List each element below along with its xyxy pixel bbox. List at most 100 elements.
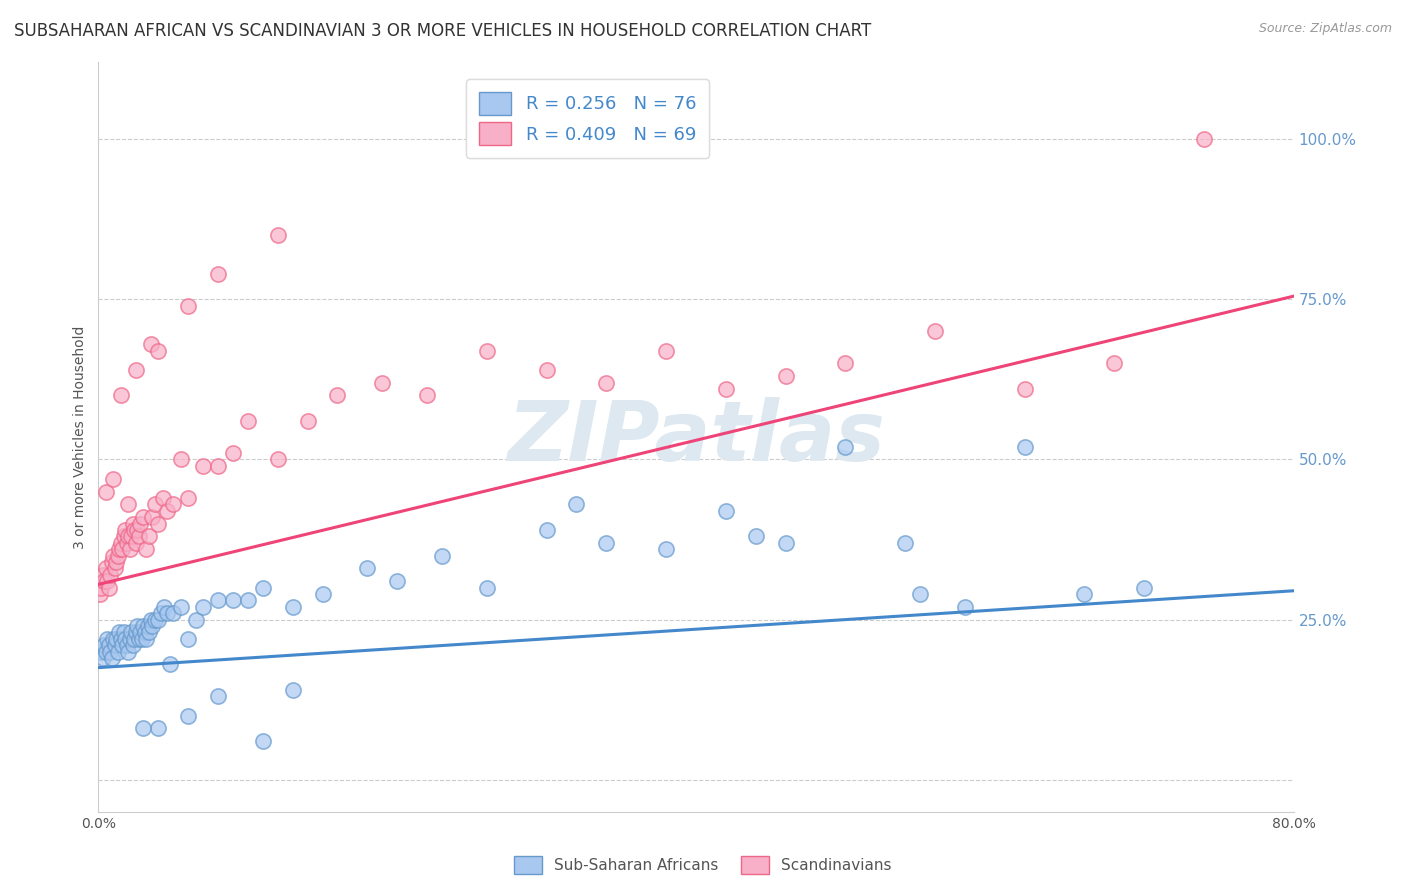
- Point: [110, 535, 132, 549]
- Point: [118, 542, 141, 557]
- Point: [112, 529, 135, 543]
- Point: [159, 657, 181, 672]
- Point: [94, 484, 117, 499]
- Point: [138, 529, 160, 543]
- Point: [475, 343, 498, 358]
- Point: [1133, 581, 1156, 595]
- Point: [132, 722, 155, 736]
- Point: [267, 228, 290, 243]
- Point: [98, 567, 122, 582]
- Point: [105, 632, 128, 646]
- Point: [117, 497, 139, 511]
- Point: [131, 632, 153, 646]
- Point: [834, 440, 856, 454]
- Point: [162, 497, 184, 511]
- Point: [156, 504, 179, 518]
- Point: [98, 645, 122, 659]
- Point: [96, 574, 118, 589]
- Point: [90, 645, 112, 659]
- Point: [207, 267, 229, 281]
- Point: [169, 452, 191, 467]
- Point: [103, 632, 125, 646]
- Point: [135, 542, 157, 557]
- Point: [138, 625, 160, 640]
- Text: SUBSAHARAN AFRICAN VS SCANDINAVIAN 3 OR MORE VEHICLES IN HOUSEHOLD CORRELATION C: SUBSAHARAN AFRICAN VS SCANDINAVIAN 3 OR …: [14, 22, 872, 40]
- Y-axis label: 3 or more Vehicles in Household: 3 or more Vehicles in Household: [73, 326, 87, 549]
- Point: [97, 638, 120, 652]
- Point: [115, 535, 138, 549]
- Point: [371, 376, 394, 390]
- Point: [169, 599, 191, 614]
- Point: [953, 599, 976, 614]
- Point: [111, 542, 134, 557]
- Point: [326, 388, 349, 402]
- Point: [124, 523, 146, 537]
- Point: [93, 574, 115, 589]
- Point: [114, 632, 136, 646]
- Point: [775, 369, 797, 384]
- Point: [1073, 587, 1095, 601]
- Point: [150, 606, 173, 620]
- Point: [117, 529, 139, 543]
- Point: [129, 516, 152, 531]
- Point: [105, 555, 128, 569]
- Point: [191, 458, 214, 473]
- Point: [281, 599, 304, 614]
- Point: [416, 388, 439, 402]
- Point: [108, 542, 131, 557]
- Point: [297, 414, 319, 428]
- Point: [207, 690, 229, 704]
- Point: [103, 549, 125, 563]
- Point: [101, 555, 124, 569]
- Point: [94, 645, 117, 659]
- Point: [127, 523, 149, 537]
- Point: [121, 638, 143, 652]
- Point: [128, 632, 150, 646]
- Point: [108, 625, 131, 640]
- Point: [148, 516, 170, 531]
- Point: [90, 581, 112, 595]
- Point: [565, 497, 588, 511]
- Point: [97, 581, 120, 595]
- Point: [430, 549, 453, 563]
- Point: [136, 619, 159, 633]
- Point: [156, 606, 179, 620]
- Point: [132, 510, 155, 524]
- Point: [125, 625, 148, 640]
- Point: [356, 561, 378, 575]
- Point: [125, 535, 148, 549]
- Point: [117, 645, 139, 659]
- Point: [114, 523, 136, 537]
- Point: [191, 599, 214, 614]
- Point: [135, 632, 157, 646]
- Point: [139, 613, 162, 627]
- Point: [107, 549, 129, 563]
- Point: [141, 510, 163, 524]
- Point: [89, 587, 111, 601]
- Text: ZIPatlas: ZIPatlas: [508, 397, 884, 477]
- Point: [104, 561, 127, 575]
- Point: [222, 593, 245, 607]
- Point: [655, 343, 678, 358]
- Point: [184, 613, 207, 627]
- Point: [107, 645, 129, 659]
- Point: [91, 651, 114, 665]
- Point: [595, 535, 617, 549]
- Point: [152, 491, 174, 505]
- Point: [252, 734, 274, 748]
- Point: [148, 343, 170, 358]
- Point: [536, 363, 558, 377]
- Point: [207, 593, 229, 607]
- Point: [834, 356, 856, 370]
- Point: [111, 638, 134, 652]
- Point: [94, 561, 117, 575]
- Text: Source: ZipAtlas.com: Source: ZipAtlas.com: [1258, 22, 1392, 36]
- Point: [141, 619, 163, 633]
- Point: [143, 613, 166, 627]
- Point: [120, 529, 142, 543]
- Point: [125, 363, 148, 377]
- Point: [129, 625, 152, 640]
- Point: [385, 574, 409, 589]
- Point: [775, 535, 797, 549]
- Point: [745, 529, 768, 543]
